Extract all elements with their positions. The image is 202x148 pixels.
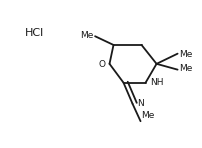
Text: HCl: HCl xyxy=(24,28,43,38)
Text: O: O xyxy=(98,60,105,69)
Text: Me: Me xyxy=(141,111,154,120)
Text: Me: Me xyxy=(79,31,93,40)
Text: NH: NH xyxy=(150,78,163,87)
Text: Me: Me xyxy=(178,64,192,73)
Text: N: N xyxy=(136,99,143,108)
Text: Me: Me xyxy=(178,50,192,59)
